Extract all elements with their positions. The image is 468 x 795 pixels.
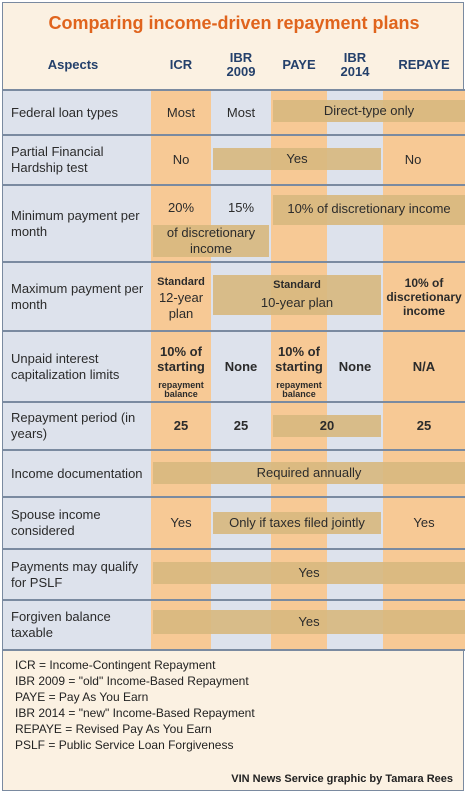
row-label-partial-hardship: Partial Financial Hardship test xyxy=(11,144,104,175)
unpaid-interest-paye-big: 10% of starting xyxy=(275,344,323,374)
federal-loan-ibr2009: Most xyxy=(226,104,256,120)
header-paye: PAYE xyxy=(282,57,316,72)
forgiven-taxable-band-text: Yes xyxy=(298,614,320,629)
maximum-payment-icr-big: 12-year plan xyxy=(158,290,204,321)
unpaid-interest-ibr2014: None xyxy=(338,358,372,374)
maximum-payment-band-big: 10-year plan xyxy=(260,295,334,310)
divider xyxy=(3,548,465,550)
divider xyxy=(3,184,465,186)
legend-item: IBR 2009 = "old" Income-Based Repayment xyxy=(15,674,249,688)
row-label-spouse-income: Spouse income considered xyxy=(11,507,101,538)
header-ibr2014: IBR 2014 xyxy=(340,50,370,79)
maximum-payment-band xyxy=(213,275,381,315)
unpaid-interest-paye-small: repayment balance xyxy=(276,380,322,399)
unpaid-interest-repaye: N/A xyxy=(412,358,436,374)
partial-hardship-icr: No xyxy=(172,152,190,167)
income-documentation-band xyxy=(153,462,465,484)
page-title: Comparing income-driven repayment plans xyxy=(48,13,420,33)
minimum-payment-icr: 20% xyxy=(167,200,195,215)
divider xyxy=(3,649,465,651)
repayment-period-icr: 25 xyxy=(173,418,189,433)
divider xyxy=(3,330,465,332)
divider xyxy=(3,261,465,263)
partial-hardship-band-text: Yes xyxy=(286,151,308,166)
row-label-repayment-period: Repayment period (in years) xyxy=(11,410,136,441)
row-label-unpaid-interest: Unpaid interest capitalization limits xyxy=(11,350,120,382)
divider xyxy=(3,449,465,451)
divider xyxy=(3,496,465,498)
header-repaye: REPAYE xyxy=(398,57,450,72)
federal-loan-band-text: Direct-type only xyxy=(323,103,415,118)
minimum-payment-band-right-text: 10% of discretionary income xyxy=(287,201,451,216)
legend-item: PAYE = Pay As You Earn xyxy=(15,690,149,704)
minimum-payment-band-right xyxy=(273,195,465,225)
pslf-band-text: Yes xyxy=(298,565,320,580)
spouse-income-repaye: Yes xyxy=(413,515,435,530)
minimum-payment-ibr2009: 15% xyxy=(227,200,255,215)
row-label-federal-loan-types: Federal loan types xyxy=(11,104,118,120)
maximum-payment-icr-small: Standard xyxy=(157,276,205,288)
legend-item: ICR = Income-Contingent Repayment xyxy=(15,658,216,672)
spouse-income-band-text: Only if taxes filed jointly xyxy=(229,515,365,530)
maximum-payment-repaye: 10% of discretionary income xyxy=(386,276,462,318)
divider xyxy=(3,599,465,601)
divider xyxy=(3,401,465,403)
unpaid-interest-icr-big: 10% of starting xyxy=(157,344,205,374)
partial-hardship-band xyxy=(213,148,381,170)
forgiven-taxable-band xyxy=(153,610,465,634)
row-label-maximum-payment: Maximum payment per month xyxy=(11,280,144,312)
pslf-band xyxy=(153,562,465,584)
row-label-forgiven-taxable: Forgiven balance taxable xyxy=(11,609,111,640)
minimum-payment-band-left-text: of discretionary income xyxy=(166,225,256,256)
divider xyxy=(3,89,465,91)
federal-loan-icr: Most xyxy=(166,104,196,120)
header-ibr2009: IBR 2009 xyxy=(226,50,256,79)
row-label-pslf: Payments may qualify for PSLF xyxy=(11,558,139,590)
divider xyxy=(3,134,465,136)
spouse-income-icr: Yes xyxy=(170,515,192,530)
legend-item: REPAYE = Revised Pay As You Earn xyxy=(15,722,212,736)
legend-item: PSLF = Public Service Loan Forgiveness xyxy=(15,738,234,752)
legend-item: IBR 2014 = "new" Income-Based Repayment xyxy=(15,706,255,720)
row-label-income-documentation: Income documentation xyxy=(11,465,143,481)
spouse-income-band xyxy=(213,512,381,534)
header-icr: ICR xyxy=(169,57,193,72)
repayment-period-band xyxy=(273,415,381,437)
maximum-payment-band-small: Standard xyxy=(273,279,321,291)
unpaid-interest-icr-small: repayment balance xyxy=(158,380,204,399)
repayment-period-ibr2009: 25 xyxy=(233,418,249,433)
partial-hardship-repaye: No xyxy=(404,152,422,167)
federal-loan-band xyxy=(273,100,465,122)
unpaid-interest-ibr2009: None xyxy=(224,358,258,374)
minimum-payment-band-left xyxy=(153,225,269,257)
credit-line: VIN News Service graphic by Tamara Rees xyxy=(231,773,453,785)
header-aspects: Aspects xyxy=(47,57,99,72)
income-documentation-band-text: Required annually xyxy=(256,465,362,480)
row-label-minimum-payment: Minimum payment per month xyxy=(11,207,140,239)
repayment-period-repaye: 25 xyxy=(416,418,432,433)
repayment-period-band-text: 20 xyxy=(319,418,335,433)
